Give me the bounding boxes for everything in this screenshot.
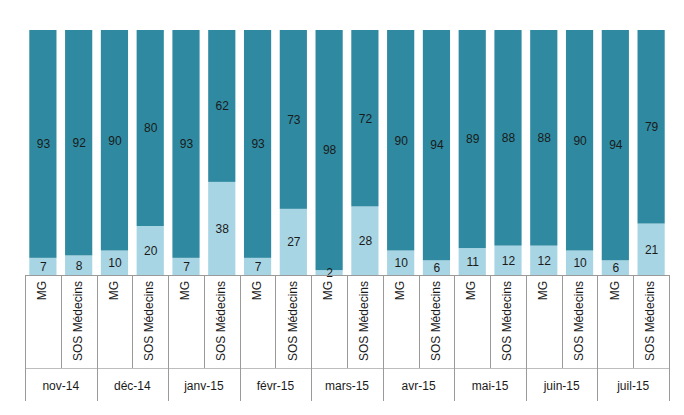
svg-text:juil-15: juil-15 (616, 379, 649, 393)
svg-text:93: 93 (37, 137, 51, 151)
svg-text:janv-15: janv-15 (183, 379, 224, 393)
svg-text:avr-15: avr-15 (402, 379, 436, 393)
svg-text:MG: MG (107, 281, 121, 300)
svg-text:MG: MG (35, 281, 49, 300)
svg-text:2: 2 (326, 266, 333, 280)
svg-text:7: 7 (183, 260, 190, 274)
svg-text:SOS Médecins: SOS Médecins (500, 281, 514, 361)
svg-text:12: 12 (538, 254, 552, 268)
svg-text:11: 11 (466, 255, 479, 269)
svg-text:MG: MG (464, 281, 478, 300)
svg-text:27: 27 (287, 235, 301, 249)
svg-text:7: 7 (255, 260, 262, 274)
svg-text:MG: MG (178, 281, 192, 300)
svg-text:SOS Médecins: SOS Médecins (643, 281, 657, 361)
svg-text:7: 7 (40, 260, 47, 274)
svg-text:8: 8 (76, 259, 83, 273)
svg-text:SOS Médecins: SOS Médecins (572, 281, 586, 361)
svg-text:12: 12 (502, 254, 516, 268)
svg-text:94: 94 (430, 138, 444, 152)
svg-text:90: 90 (573, 134, 587, 148)
svg-text:80: 80 (144, 121, 158, 135)
svg-text:SOS Médecins: SOS Médecins (214, 281, 228, 361)
svg-text:73: 73 (287, 113, 301, 127)
svg-text:SOS Médecins: SOS Médecins (429, 281, 443, 361)
svg-text:SOS Médecins: SOS Médecins (357, 281, 371, 361)
svg-text:MG: MG (393, 281, 407, 300)
svg-text:21: 21 (645, 243, 659, 257)
svg-text:MG: MG (608, 281, 622, 300)
svg-text:79: 79 (645, 120, 659, 134)
svg-text:98: 98 (323, 143, 337, 157)
svg-text:févr-15: févr-15 (257, 379, 295, 393)
svg-text:MG: MG (536, 281, 550, 300)
svg-text:90: 90 (394, 134, 408, 148)
svg-text:88: 88 (538, 131, 552, 145)
svg-text:6: 6 (612, 261, 619, 275)
svg-text:mai-15: mai-15 (472, 379, 509, 393)
svg-text:SOS Médecins: SOS Médecins (142, 281, 156, 361)
svg-text:88: 88 (502, 131, 516, 145)
svg-text:déc-14: déc-14 (114, 379, 151, 393)
svg-text:10: 10 (394, 256, 408, 270)
svg-text:MG: MG (250, 281, 264, 300)
svg-text:10: 10 (573, 256, 587, 270)
svg-text:mars-15: mars-15 (325, 379, 369, 393)
svg-text:20: 20 (144, 244, 158, 258)
svg-text:89: 89 (466, 132, 480, 146)
svg-text:72: 72 (359, 112, 373, 126)
svg-text:10: 10 (108, 256, 122, 270)
svg-text:92: 92 (72, 136, 86, 150)
svg-text:MG: MG (321, 281, 335, 300)
svg-text:SOS Médecins: SOS Médecins (286, 281, 300, 361)
svg-text:38: 38 (216, 222, 230, 236)
svg-text:juin-15: juin-15 (543, 379, 580, 393)
svg-text:nov-14: nov-14 (42, 379, 79, 393)
svg-text:93: 93 (251, 137, 265, 151)
svg-text:94: 94 (609, 138, 623, 152)
svg-text:90: 90 (108, 134, 122, 148)
svg-text:62: 62 (216, 99, 230, 113)
svg-text:28: 28 (359, 234, 373, 248)
svg-text:6: 6 (434, 261, 441, 275)
svg-text:SOS Médecins: SOS Médecins (71, 281, 85, 361)
svg-text:93: 93 (180, 137, 194, 151)
